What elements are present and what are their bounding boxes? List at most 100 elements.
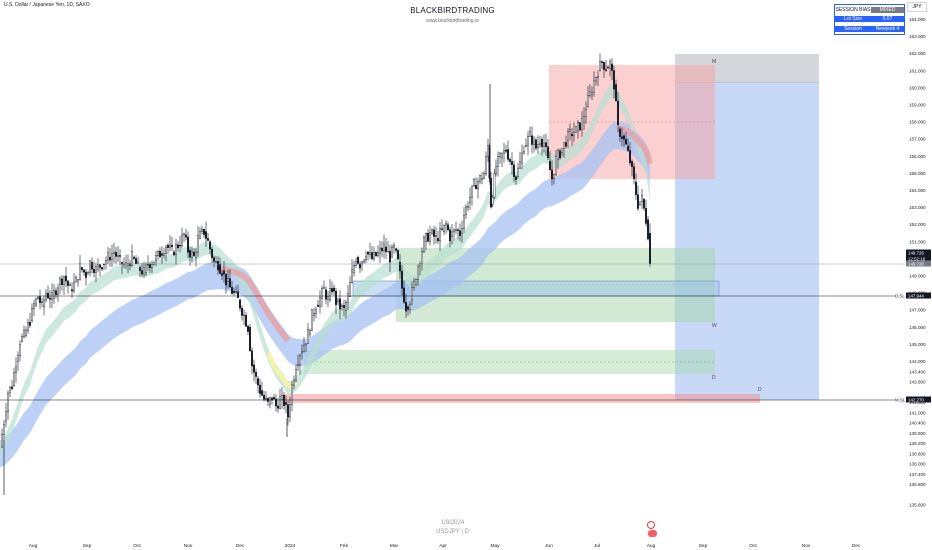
candle-body: [369, 252, 372, 255]
candle-body: [421, 251, 424, 264]
price-tick-label: 160.000: [909, 85, 926, 90]
candle-body: [224, 273, 227, 286]
overlay-layer: M W D D: [0, 59, 905, 401]
candle-body: [471, 185, 474, 198]
candle-body: [335, 291, 338, 305]
price-tag-bg: [906, 260, 931, 267]
candle-body: [541, 138, 544, 147]
level-label: M.SL: [895, 398, 906, 403]
candle-body: [21, 336, 24, 342]
zone-letter-d: D: [712, 375, 716, 381]
candle-body: [523, 151, 526, 154]
candle-body: [244, 315, 247, 327]
candle-body: [437, 238, 440, 242]
candle-body: [39, 296, 42, 303]
candle-body: [222, 270, 225, 275]
candle-body: [345, 302, 348, 311]
time-axis[interactable]: Aug Sep Oct Nov Dec 2024 Feb Mar Apr May Jun Jul Aug…: [0, 540, 905, 550]
candle-body: [218, 263, 221, 274]
candle-body: [433, 229, 436, 237]
candle-body: [539, 143, 542, 145]
price-tick-label: 137.400: [909, 472, 926, 477]
candle-body: [35, 298, 38, 306]
candle-body: [212, 257, 215, 262]
ribbon-bear-segment: [645, 155, 653, 165]
alert-icon[interactable]: [647, 521, 655, 529]
candle-body: [601, 61, 604, 63]
candle-body: [513, 164, 516, 177]
candle-body: [491, 197, 494, 205]
candle-body: [146, 264, 149, 266]
candle-body: [603, 62, 606, 70]
candle-body: [413, 281, 416, 288]
candle-body: [295, 369, 298, 381]
ribbon-bear-segment: [281, 333, 291, 343]
ribbon-bear-segment: [249, 284, 259, 294]
candle-body: [283, 395, 286, 406]
candle-body: [631, 161, 634, 168]
candle-body: [305, 343, 308, 345]
candle-body: [311, 309, 314, 331]
time-tick-label: 2024: [285, 543, 296, 549]
candle-body: [367, 251, 370, 255]
ribbon-bear-segment: [621, 126, 627, 134]
candle-body: [459, 230, 462, 236]
candle-body: [341, 305, 344, 307]
candle-body: [4, 411, 7, 422]
candle-body: [327, 296, 330, 300]
candle-body: [405, 302, 408, 312]
candle-body: [587, 95, 590, 107]
candle-body: [445, 223, 448, 226]
candle-body: [68, 284, 71, 286]
candle-body: [465, 206, 468, 215]
time-tick-label: Feb: [340, 543, 349, 549]
candle-body: [47, 292, 50, 299]
candle-body: [435, 235, 438, 237]
price-tick-label: 141.600: [909, 400, 926, 405]
candle-body: [130, 251, 133, 266]
candle-body: [637, 194, 640, 209]
price-tick-label: 147.000: [909, 308, 926, 313]
candle-body: [543, 142, 546, 147]
session-value: Newyork 4: [871, 25, 904, 32]
currency-button[interactable]: JPY: [907, 2, 927, 12]
candle-body: [271, 397, 274, 401]
candle-body: [57, 287, 60, 296]
candle-body: [12, 372, 15, 386]
session-panel: SESSION BIAS MIXED Lot Size 0.07 Session…: [834, 4, 905, 35]
candle-body: [417, 266, 420, 280]
time-tick-label: Nov: [184, 543, 193, 549]
candle-body: [383, 243, 386, 252]
candle-body: [279, 396, 282, 409]
candle-body: [214, 261, 217, 263]
candle-body: [74, 276, 77, 283]
candle-body: [86, 272, 89, 275]
candle-body: [78, 263, 81, 280]
candle-body: [291, 384, 294, 405]
price-tick-label: 146.000: [909, 325, 926, 330]
candle-body: [533, 139, 536, 145]
candle-body: [140, 270, 143, 275]
candle-body: [19, 344, 22, 356]
event-flag-icon[interactable]: [648, 530, 657, 537]
candle-body: [499, 152, 502, 157]
candle-body: [553, 174, 556, 179]
ribbon-bear-segment: [257, 297, 267, 308]
candle-body: [627, 145, 630, 151]
candle-body: [27, 322, 30, 331]
candle-body: [623, 135, 626, 140]
candle-body: [615, 84, 618, 102]
candle-body: [501, 152, 504, 159]
candle-body: [273, 397, 276, 400]
price-axis[interactable]: 135.600 136.800 137.400 138.000 138.600 139.2…: [895, 0, 932, 550]
candle-body: [573, 132, 576, 137]
candle-body: [307, 329, 310, 344]
candle-body: [483, 173, 486, 179]
candle-body: [425, 233, 428, 243]
candle-body: [361, 261, 364, 265]
candle-body: [605, 69, 608, 71]
time-tick-label: Dec: [236, 543, 245, 549]
price-tick-label: 159.000: [909, 103, 926, 108]
price-tag-bg: [906, 255, 931, 262]
